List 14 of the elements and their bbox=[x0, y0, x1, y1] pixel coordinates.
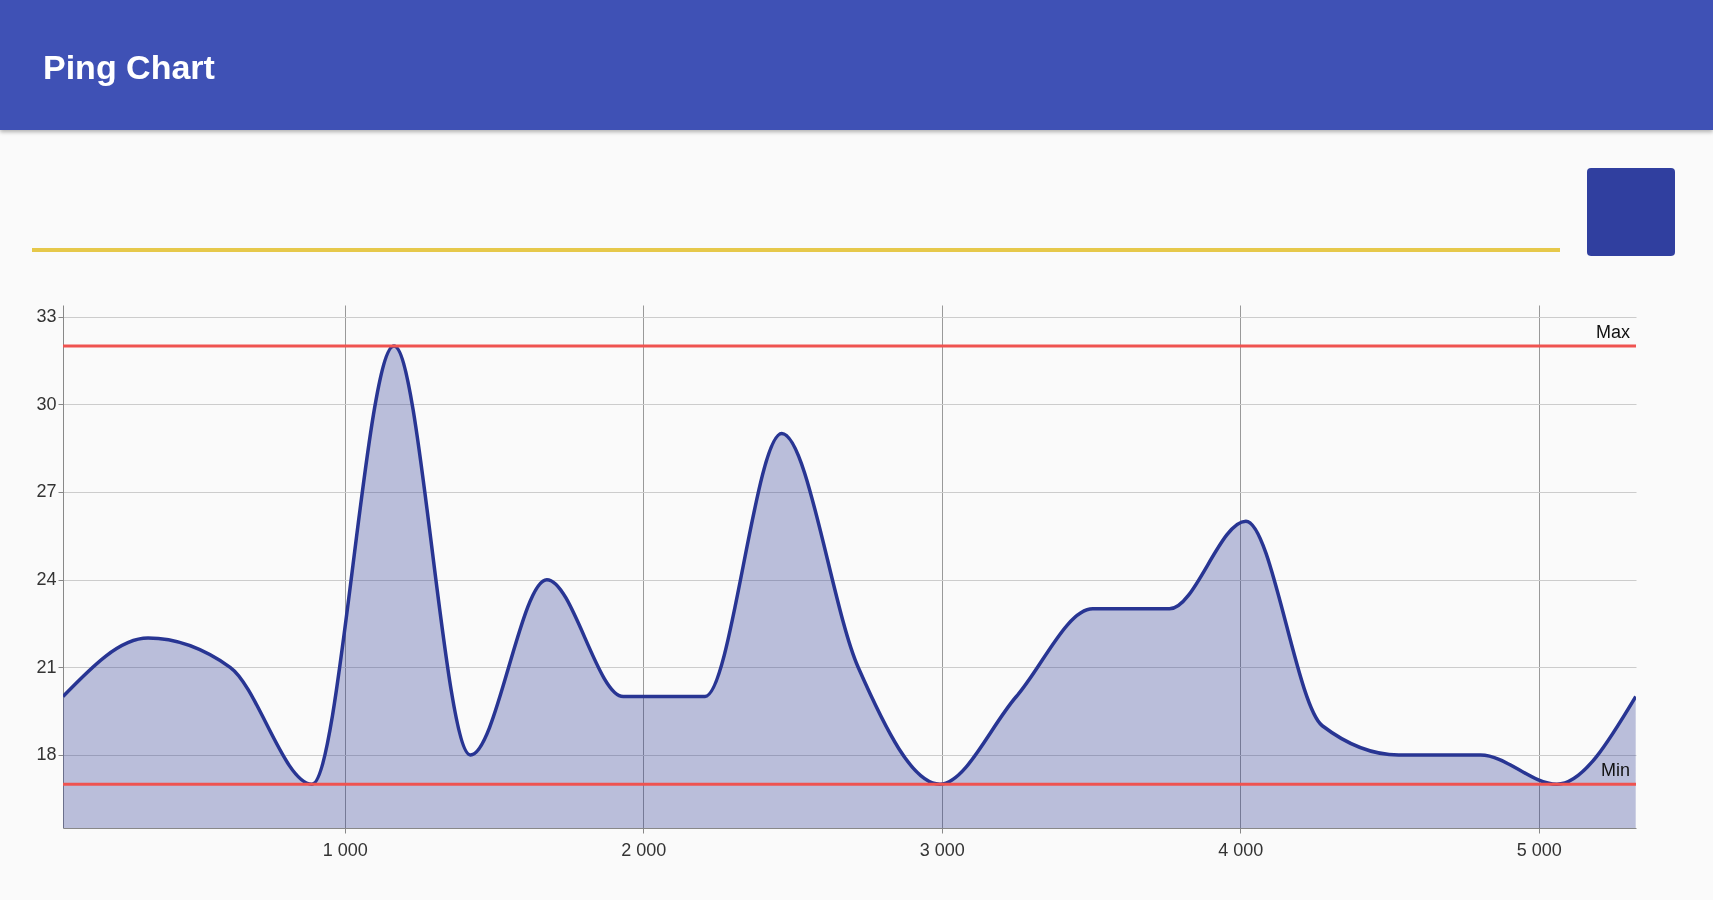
y-tick-label: 30 bbox=[36, 393, 57, 414]
y-tick-label: 27 bbox=[36, 481, 57, 502]
x-tick-label: 4 000 bbox=[1218, 839, 1264, 860]
chart-title: Ping Chart bbox=[43, 48, 215, 87]
x-tick-label: 2 000 bbox=[621, 839, 667, 860]
y-tick-label: 21 bbox=[36, 656, 57, 677]
x-tick-label: 5 000 bbox=[1516, 839, 1562, 860]
ref-line-label: Min bbox=[1600, 760, 1630, 781]
y-tick-label: 33 bbox=[36, 306, 57, 327]
x-tick-label: 1 000 bbox=[322, 839, 368, 860]
y-tick-label: 18 bbox=[36, 744, 57, 765]
ref-line-label: Max bbox=[1595, 321, 1630, 342]
y-tick-label: 24 bbox=[36, 569, 57, 590]
x-tick-label: 3 000 bbox=[919, 839, 965, 860]
